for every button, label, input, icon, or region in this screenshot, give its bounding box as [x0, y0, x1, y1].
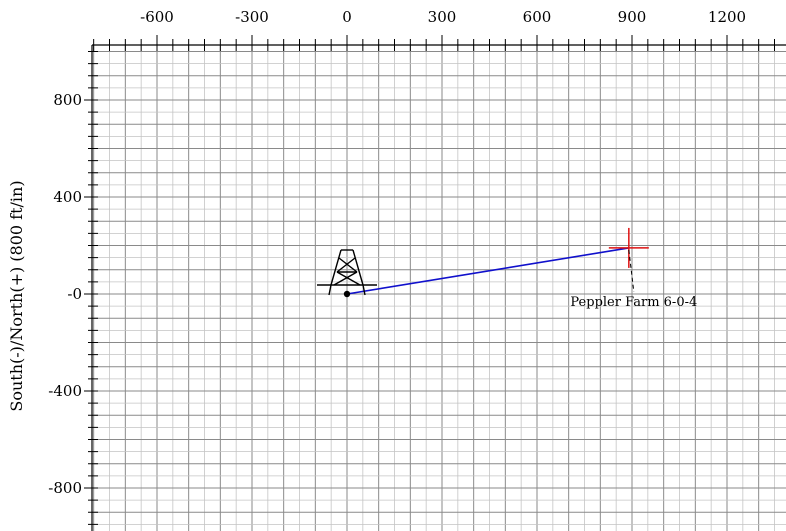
x-tick-label: -600 [140, 8, 174, 26]
x-tick-label: -300 [235, 8, 269, 26]
y-tick-label: -0 [67, 285, 82, 303]
y-tick-label: 800 [53, 91, 82, 109]
x-tick-label: 0 [342, 8, 352, 26]
target-label: Peppler Farm 6-0-4 [570, 295, 697, 310]
rig-icon-stroke [330, 249, 342, 286]
x-tick-label: 1200 [708, 8, 746, 26]
rig-icon-stroke [336, 271, 361, 286]
y-tick-label: -800 [48, 479, 82, 497]
grid [92, 45, 786, 531]
x-tick-label: 900 [618, 8, 647, 26]
rig-icon-stroke [328, 284, 332, 296]
rig-icon-stroke [333, 271, 358, 286]
wellhead-point [343, 290, 351, 298]
y-axis-title: South(-)/North(+) (800 ft/in) [7, 180, 26, 411]
target-leader-line [628, 249, 635, 292]
axis-ticks [84, 35, 786, 531]
rig-icon-stroke [352, 249, 364, 286]
target-marker [608, 227, 649, 268]
y-tick-label: -400 [48, 382, 82, 400]
rig-icon-stroke [362, 284, 366, 296]
rig-icon [317, 249, 377, 296]
rig-icon-stroke [338, 257, 358, 273]
y-tick-label: 400 [53, 188, 82, 206]
chart-marks: Peppler Farm 6-0-4 [317, 227, 697, 310]
x-tick-label: 300 [428, 8, 457, 26]
well-path-line [346, 247, 629, 295]
rig-icon-stroke [336, 257, 356, 273]
tick-labels: -600 -300 0 300 600 900 1200 800 400 -0 -400 -800 [48, 8, 746, 497]
x-tick-label: 600 [523, 8, 552, 26]
